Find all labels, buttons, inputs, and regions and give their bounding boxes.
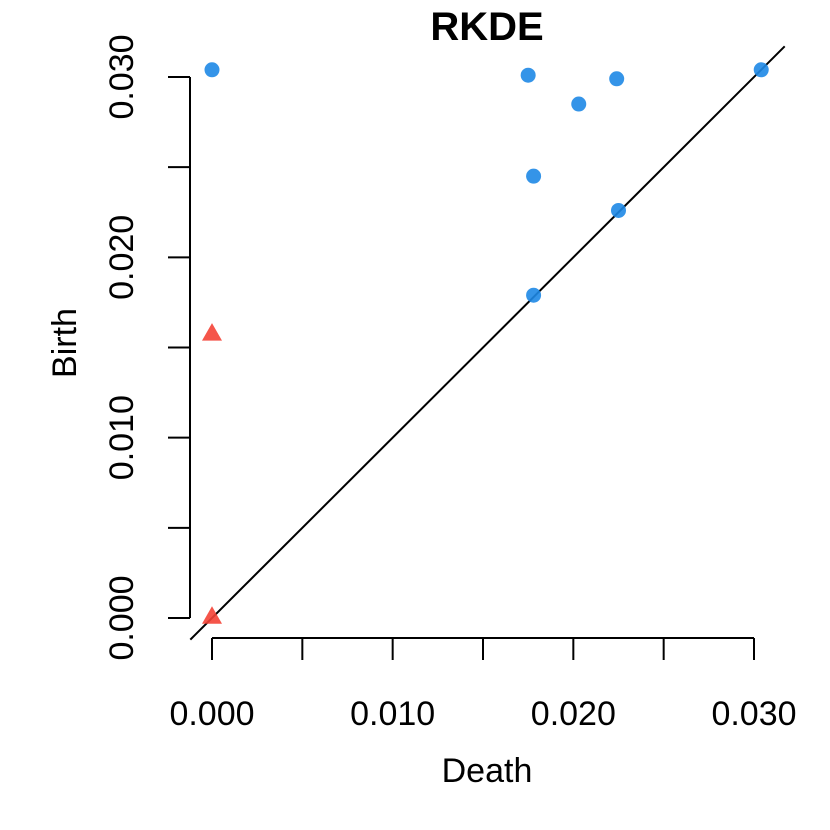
point-dim0	[204, 62, 220, 78]
diagonal-line	[189, 45, 786, 641]
point-dim0	[526, 168, 542, 184]
x-tick-label: 0.030	[711, 695, 796, 733]
point-dim0	[526, 287, 542, 303]
x-axis-label: Death	[442, 752, 533, 790]
y-tick-label: 0.000	[103, 575, 141, 660]
point-dim0	[609, 71, 625, 87]
x-tick-label: 0.000	[169, 695, 254, 733]
point-dim1	[202, 606, 222, 624]
chart-title: RKDE	[430, 5, 543, 49]
x-tick-label: 0.020	[531, 695, 616, 733]
y-axis-label: Birth	[46, 308, 84, 378]
y-tick-label: 0.010	[103, 395, 141, 480]
point-dim1	[202, 323, 222, 341]
data-points	[202, 62, 769, 624]
x-tick-label: 0.010	[350, 695, 435, 733]
y-tick-label: 0.030	[103, 34, 141, 119]
y-tick-label: 0.020	[103, 215, 141, 300]
point-dim0	[571, 96, 587, 112]
point-dim0	[611, 202, 626, 218]
point-dim0	[753, 62, 769, 78]
y-axis-ticks: 0.000 0.010 0.020 0.030	[103, 34, 190, 661]
x-axis-ticks: 0.000 0.010 0.020 0.030	[169, 638, 797, 733]
point-dim0	[520, 67, 536, 83]
